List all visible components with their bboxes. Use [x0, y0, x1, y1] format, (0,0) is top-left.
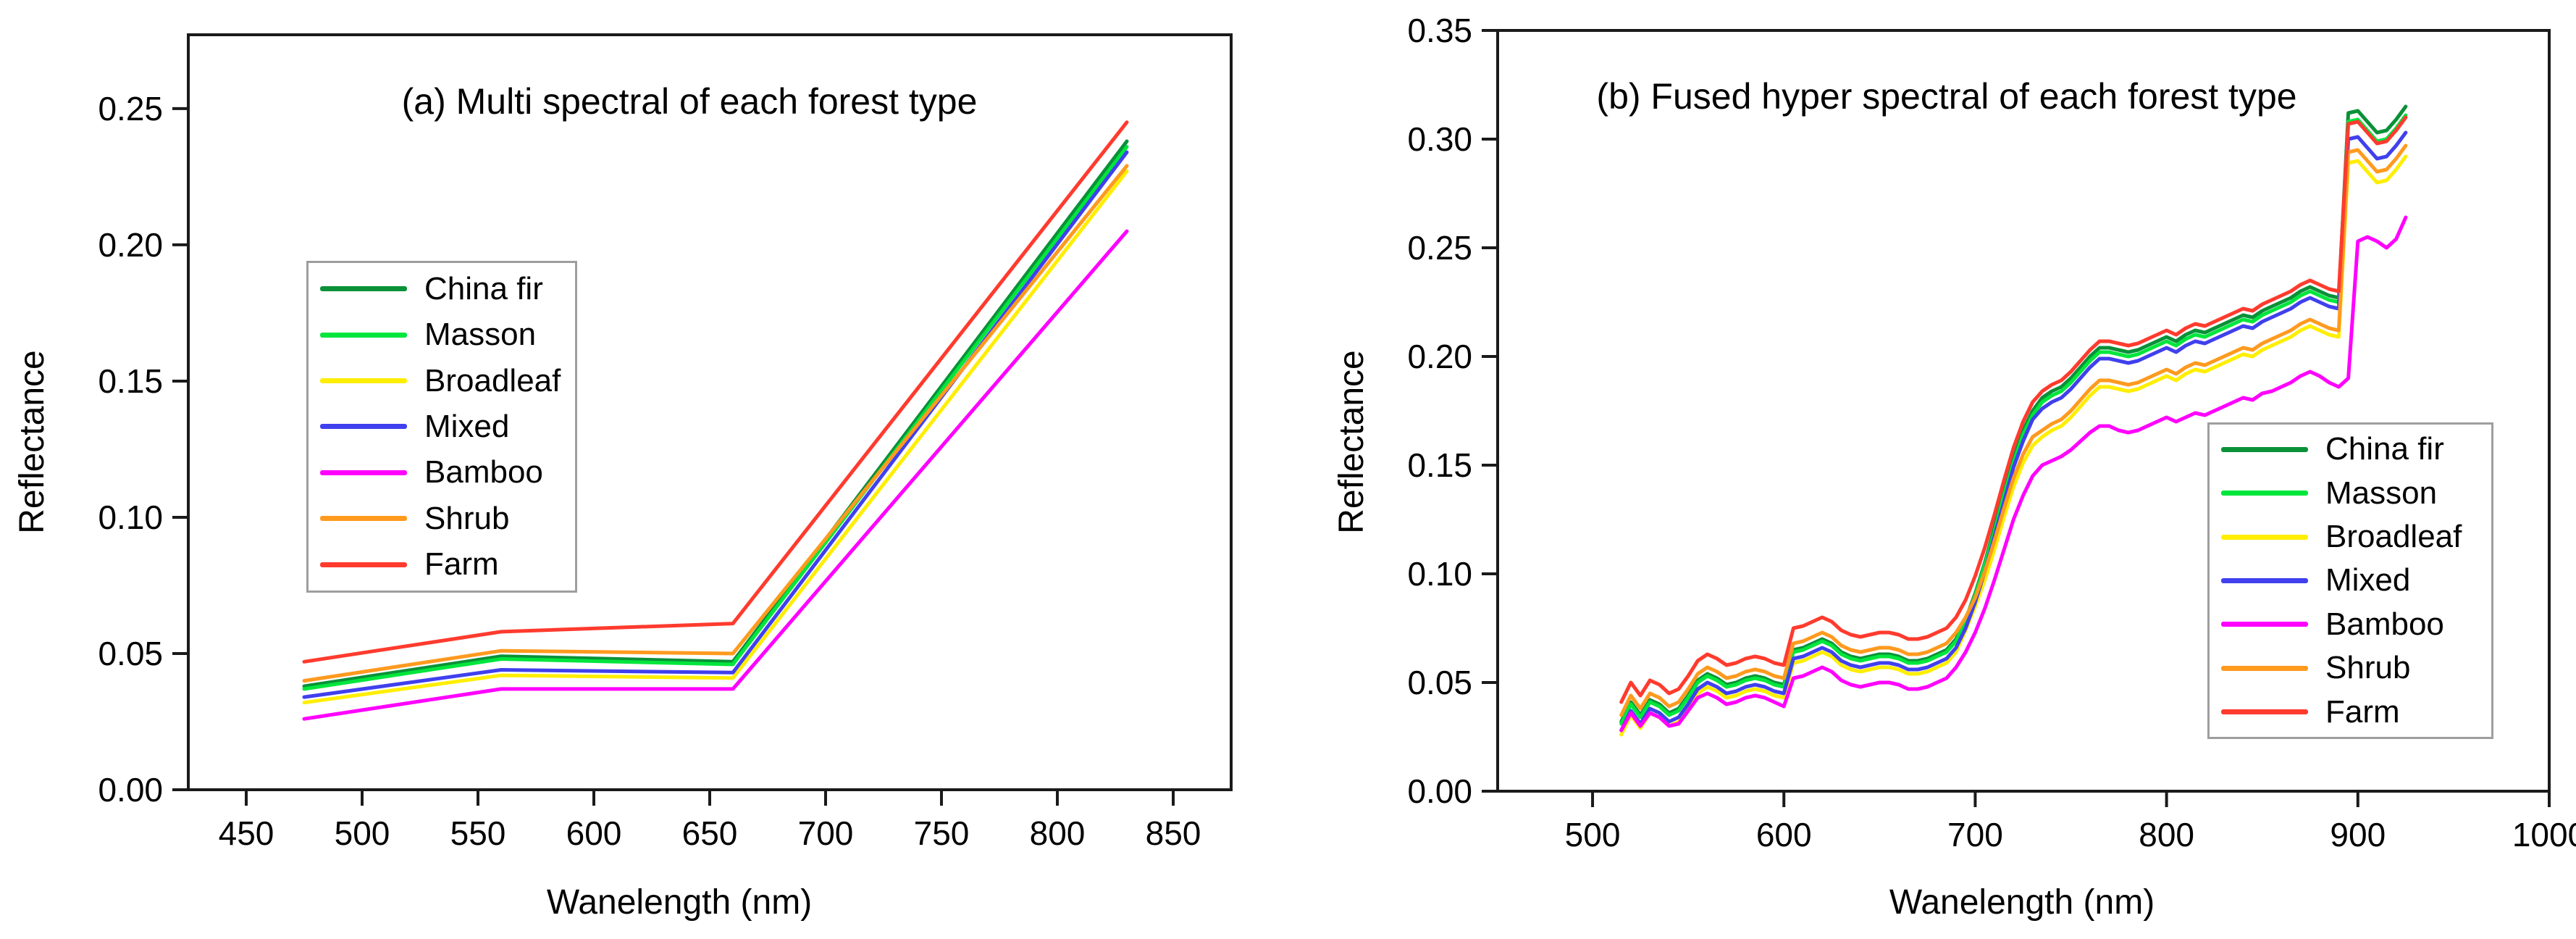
- legend-item: Mixed: [309, 408, 575, 444]
- x-tick-label: 800: [2139, 816, 2194, 854]
- legend-swatch-masson: [320, 332, 407, 338]
- x-tick-label: 850: [1146, 814, 1201, 852]
- y-tick-label: 0.00: [98, 771, 163, 809]
- legend-label: Masson: [424, 317, 537, 353]
- x-tick-label: 450: [219, 814, 274, 852]
- series-line-farm: [1619, 115, 2408, 704]
- chart-a-yaxis-label: Reflectance: [13, 350, 51, 534]
- legend-item: China fir: [2210, 433, 2491, 465]
- legend-swatch-broadleaf: [320, 378, 407, 384]
- series-line-shrub: [302, 164, 1129, 683]
- x-tick-label: 700: [798, 814, 854, 852]
- x-tick-label: 550: [450, 814, 506, 852]
- y-tick-label: 0.30: [1407, 120, 1472, 158]
- y-tick-label: 0.10: [98, 498, 163, 536]
- y-tick-label: 0.10: [1407, 555, 1472, 593]
- series-line-bamboo: [302, 229, 1129, 721]
- chart-a-xaxis-label: Wanelength (nm): [546, 883, 813, 922]
- legend-label: Bamboo: [2325, 606, 2444, 642]
- series-line-broadleaf: [302, 169, 1129, 705]
- legend-label: Shrub: [424, 500, 510, 536]
- x-tick-label: 500: [335, 814, 390, 852]
- x-tick-label: 600: [566, 814, 622, 852]
- legend-swatch-bamboo: [2221, 622, 2308, 627]
- y-tick-label: 0.20: [1407, 338, 1472, 375]
- legend-swatch-broadleaf: [2221, 534, 2308, 540]
- y-tick-label: 0.25: [1407, 229, 1472, 267]
- x-tick-label: 600: [1756, 816, 1812, 854]
- chart-a: 450 500 550 600 650 700 750 800 850 0.00 0.05 0.10 0…: [98, 33, 1233, 852]
- legend-item: Bamboo: [2210, 606, 2491, 642]
- legend-label: China fir: [2325, 431, 2444, 467]
- legend-label: Farm: [2325, 693, 2400, 730]
- x-tick-label: 750: [914, 814, 970, 852]
- legend-item: Broadleaf: [309, 362, 575, 398]
- legend-swatch-farm: [320, 562, 407, 567]
- legend-item: China fir: [309, 270, 575, 306]
- plot-frame: [1496, 29, 2551, 793]
- legend-label: Farm: [424, 546, 499, 583]
- y-tick-label: 0.05: [1407, 664, 1472, 701]
- legend-item: Farm: [309, 548, 575, 580]
- series-line-broadleaf: [1619, 154, 2408, 737]
- chart-a-title: (a) Multi spectral of each forest type: [401, 81, 978, 122]
- chart-b-yaxis-label: Reflectance: [1333, 350, 1371, 534]
- legend-item: Broadleaf: [2210, 521, 2491, 553]
- legend-swatch-mixed: [320, 424, 407, 430]
- legend-label: Shrub: [2325, 650, 2411, 686]
- series-line-masson: [302, 145, 1129, 691]
- legend-swatch-bamboo: [320, 470, 407, 475]
- series-line-shrub: [1619, 143, 2408, 717]
- legend-swatch-china-fir: [320, 286, 407, 292]
- x-tick-label: 700: [1947, 816, 2003, 854]
- legend-label: China fir: [424, 270, 543, 306]
- legend-label: Mixed: [424, 408, 510, 444]
- legend-swatch-masson: [2221, 491, 2308, 496]
- y-tick-label: 0.35: [1407, 12, 1472, 49]
- legend-item: Bamboo: [309, 456, 575, 488]
- legend-item: Shrub: [2210, 652, 2491, 684]
- x-tick-label: 800: [1030, 814, 1086, 852]
- x-tick-label: 900: [2330, 816, 2386, 854]
- x-tick-label: 500: [1565, 816, 1621, 854]
- y-tick-label: 0.15: [98, 362, 163, 400]
- legend-label: Broadleaf: [2325, 519, 2462, 555]
- legend-swatch-farm: [2221, 709, 2308, 715]
- legend-item: Masson: [2210, 477, 2491, 509]
- chart-b-xaxis-label: Wanelength (nm): [1889, 883, 2155, 922]
- legend-item: Farm: [2210, 696, 2491, 728]
- x-tick-label: 650: [682, 814, 738, 852]
- legend-swatch-shrub: [2221, 665, 2308, 671]
- y-tick-label: 0.20: [98, 226, 163, 264]
- legend-label: Mixed: [2325, 562, 2411, 598]
- legend-swatch-shrub: [320, 516, 407, 522]
- legend-label: Broadleaf: [424, 362, 561, 398]
- legend-item: Shrub: [309, 500, 575, 536]
- legend-swatch-mixed: [2221, 577, 2308, 583]
- chart-b-legend: China fir Masson Broadleaf Mixed Bamboo Shrub…: [2207, 422, 2493, 739]
- y-tick-label: 0.00: [1407, 772, 1472, 810]
- legend-swatch-china-fir: [2221, 446, 2308, 452]
- y-tick-label: 0.25: [98, 90, 163, 128]
- legend-label: Bamboo: [424, 454, 543, 491]
- series-line-bamboo: [1619, 215, 2408, 733]
- series-line-mixed: [1619, 130, 2408, 733]
- y-tick-label: 0.15: [1407, 446, 1472, 484]
- legend-item: Mixed: [2210, 564, 2491, 596]
- y-tick-label: 0.05: [98, 635, 163, 672]
- series-line-china-fir: [302, 139, 1129, 688]
- chart-a-legend: China fir Masson Broadleaf Mixed Bamboo Shrub…: [306, 261, 577, 593]
- chart-b-title: (b) Fused hyper spectral of each forest …: [1596, 76, 2297, 117]
- legend-item: Masson: [309, 319, 575, 351]
- legend-label: Masson: [2325, 475, 2438, 511]
- series-line-farm: [302, 120, 1129, 664]
